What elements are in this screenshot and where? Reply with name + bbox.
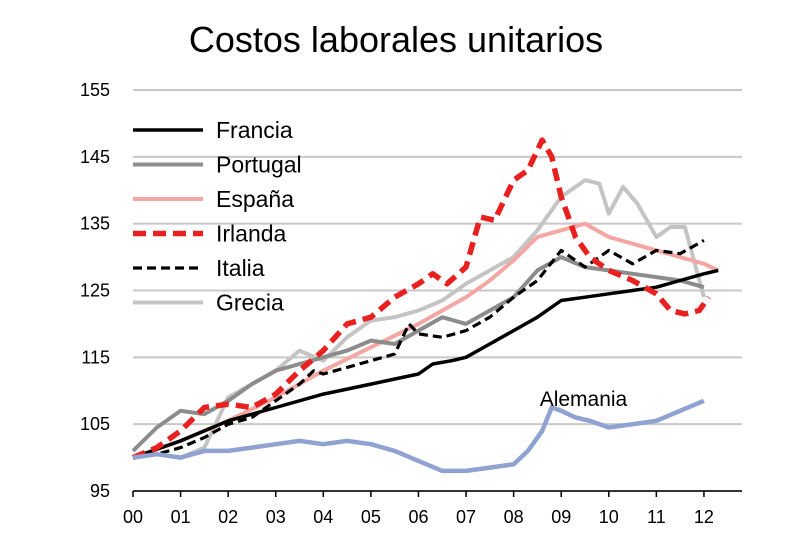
x-tick-label: 09 [551,507,571,527]
x-tick-label: 10 [599,507,619,527]
y-tick-label: 115 [81,347,110,367]
y-axis-ticks: 95 105 115 125 135 145 155 [80,80,110,501]
x-axis-ticks: 00 01 02 03 04 05 06 07 08 09 10 11 12 [123,491,714,527]
x-tick-label: 06 [408,507,428,527]
series-line-alemania [132,398,705,474]
y-tick-label: 95 [90,481,110,501]
x-tick-label: 04 [313,507,333,527]
y-tick-label: 145 [80,147,110,167]
x-tick-label: 07 [456,507,476,527]
legend-label-grecia: Grecia [216,290,284,316]
x-tick-label: 03 [266,507,286,527]
x-tick-label: 12 [694,507,714,527]
legend-label-portugal: Portugal [216,152,302,178]
y-tick-label: 155 [80,80,110,100]
legend-label-italia: Italia [216,255,265,281]
series-line-portugal [131,255,705,453]
x-tick-label: 08 [504,507,524,527]
legend: Francia Portugal España Irlanda Italia Grecia [133,117,302,316]
series-lines [131,137,720,474]
series-line-irlanda [131,137,711,461]
x-tick-label: 11 [647,507,666,527]
y-tick-label: 125 [80,281,110,301]
x-tick-label: 02 [218,507,238,527]
chart-title: Costos laborales unitarios [189,19,603,60]
annotation-alemania: Alemania [540,388,628,411]
legend-label-espana: España [216,186,294,212]
legend-label-irlanda: Irlanda [216,221,287,247]
gridlines [133,89,742,492]
x-tick-label: 01 [171,507,191,527]
x-tick-label: 05 [361,507,381,527]
y-tick-label: 135 [80,214,110,234]
y-tick-label: 105 [80,414,110,434]
x-tick-label: 00 [123,507,143,527]
legend-label-francia: Francia [216,117,293,143]
